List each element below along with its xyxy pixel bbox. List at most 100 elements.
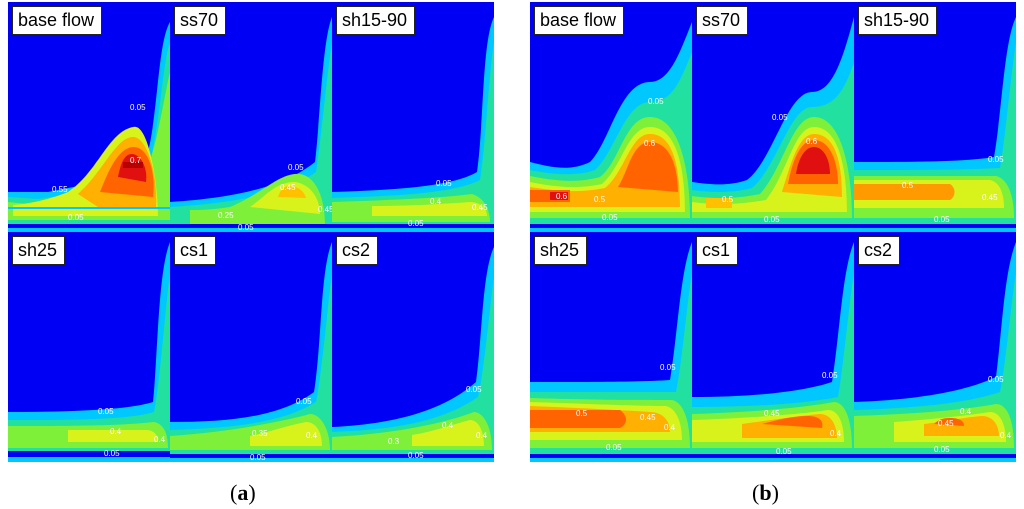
contour-label: 0.4	[1000, 431, 1012, 440]
contour-label: 0.05	[238, 223, 254, 232]
contour-label: 0.05	[606, 443, 622, 452]
contour-label: 0.5	[594, 195, 606, 204]
contour-labels: 0.05 0.6 0.6 0.5 0.05	[556, 97, 664, 222]
panel-title: sh25	[534, 236, 588, 265]
contour-plot	[854, 17, 1016, 232]
contour-label: 0.05	[988, 375, 1004, 384]
contour-label: 0.55	[52, 185, 68, 194]
contour-plot	[332, 17, 494, 232]
contour-label: 0.05	[772, 113, 788, 122]
contour-labels: 0.05 0.6 0.5 0.05	[722, 113, 818, 224]
contour-label: 0.5	[576, 409, 588, 418]
contour-label: 0.4	[476, 431, 488, 440]
contour-label: 0.05	[296, 397, 312, 406]
caption-b: (b)	[752, 480, 779, 505]
contour-label: 0.05	[250, 453, 266, 462]
contour-label: 0.5	[902, 181, 914, 190]
contour-label: 0.4	[960, 407, 972, 416]
contour-label: 0.4	[154, 435, 166, 444]
contour-plot	[170, 242, 332, 462]
contour-plot	[8, 22, 170, 232]
contour-labels: 0.05 0.4 0.45 0.05	[408, 179, 488, 228]
panel-title: cs1	[696, 236, 739, 265]
contour-label: 0.45	[318, 205, 332, 214]
contour-label: 0.05	[104, 449, 120, 458]
contour-label: 0.4	[830, 429, 842, 438]
panel-a-cs1: cs1 0.05 0.35 0.4 0.05	[170, 232, 332, 462]
panel-title: ss70	[174, 6, 227, 35]
contour-label: 0.05	[98, 407, 114, 416]
contour-label: 0.05	[436, 179, 452, 188]
contour-label: 0.05	[934, 215, 950, 224]
panel-a-sh15-90: sh15-90 0.05 0.4 0.45 0.05	[332, 2, 494, 232]
panel-title: cs1	[174, 236, 217, 265]
contour-labels: 0.05 0.5 0.45 0.05	[902, 155, 1004, 224]
contour-label: 0.05	[408, 219, 424, 228]
contour-label: 0.05	[660, 363, 676, 372]
contour-label: 0.3	[388, 437, 400, 446]
contour-plot	[854, 242, 1016, 462]
contour-label: 0.05	[988, 155, 1004, 164]
contour-plot	[692, 17, 854, 232]
contour-label: 0.45	[280, 183, 296, 192]
contour-plot	[530, 242, 692, 462]
contour-plot	[530, 22, 692, 232]
panel-b-ss70: ss70 0.05 0.6 0.5 0.05	[692, 2, 854, 232]
contour-label: 0.45	[982, 193, 998, 202]
contour-labels: 0.05 0.35 0.4 0.05	[250, 397, 318, 462]
panel-title: base flow	[534, 6, 625, 35]
contour-plot	[8, 242, 170, 462]
contour-label: 0.6	[806, 137, 818, 146]
contour-label: 0.45	[764, 409, 780, 418]
panel-title: base flow	[12, 6, 103, 35]
contour-label: 0.05	[466, 385, 482, 394]
contour-label: 0.05	[408, 451, 424, 460]
contour-plot	[170, 17, 332, 232]
contour-label: 0.6	[556, 192, 568, 201]
contour-label: 0.05	[776, 447, 792, 456]
contour-labels: 0.05 0.45 0.4 0.05	[764, 371, 842, 456]
contour-label: 0.05	[934, 445, 950, 454]
caption-a: (a)	[230, 480, 256, 505]
contour-label: 0.05	[764, 215, 780, 224]
contour-label: 0.4	[430, 197, 442, 206]
panel-a-cs2: cs2 0.05 0.3 0.4 0.4 0.05	[332, 232, 494, 462]
panel-title: sh15-90	[858, 6, 938, 35]
contour-label: 0.05	[130, 103, 146, 112]
contour-plot	[692, 242, 854, 462]
contour-labels: 0.05 0.3 0.4 0.4 0.05	[388, 385, 488, 460]
contour-plot	[332, 247, 494, 462]
panel-b-sh15-90: sh15-90 0.05 0.5 0.45 0.05	[854, 2, 1016, 232]
panel-title: cs2	[858, 236, 901, 265]
contour-label: 0.45	[472, 203, 488, 212]
contour-label: 0.4	[306, 431, 318, 440]
contour-labels: 0.05 0.7 0.55 0.05	[52, 103, 146, 222]
contour-label: 0.4	[110, 427, 122, 436]
panel-a-ss70: ss70 0.05 0.45 0.25 0.05 0.45	[170, 2, 332, 232]
panel-a-sh25: sh25 0.05 0.4 0.4 0.05	[8, 232, 170, 462]
panel-b-cs2: cs2 0.05 0.4 0.45 0.4 0.05	[854, 232, 1016, 462]
contour-label: 0.45	[640, 413, 656, 422]
panel-title: ss70	[696, 6, 749, 35]
panel-b-base-flow: base flow 0.05 0.6 0.6 0.5 0.05	[530, 2, 692, 232]
contour-label: 0.05	[68, 213, 84, 222]
panel-b-cs1: cs1 0.05 0.45 0.4 0.05	[692, 232, 854, 462]
contour-label: 0.45	[938, 419, 954, 428]
contour-labels: 0.05 0.45 0.25 0.05 0.45	[218, 163, 332, 232]
contour-label: 0.25	[218, 211, 234, 220]
contour-labels: 0.05 0.4 0.45 0.4 0.05	[934, 375, 1012, 454]
contour-label: 0.05	[648, 97, 664, 106]
panel-title: sh15-90	[336, 6, 416, 35]
panel-title: sh25	[12, 236, 66, 265]
panel-title: cs2	[336, 236, 379, 265]
contour-label: 0.6	[644, 139, 656, 148]
contour-label: 0.05	[602, 213, 618, 222]
contour-label: 0.35	[252, 429, 268, 438]
contour-labels: 0.05 0.5 0.45 0.4 0.05	[576, 363, 676, 452]
contour-labels: 0.05 0.4 0.4 0.05	[98, 407, 166, 458]
contour-label: 0.05	[288, 163, 304, 172]
contour-label: 0.7	[130, 156, 142, 165]
panel-b-sh25: sh25 0.05 0.5 0.45 0.4 0.05	[530, 232, 692, 462]
panel-a-base-flow: base flow 0.05 0.7 0.55 0.05	[8, 2, 170, 232]
contour-label: 0.05	[822, 371, 838, 380]
